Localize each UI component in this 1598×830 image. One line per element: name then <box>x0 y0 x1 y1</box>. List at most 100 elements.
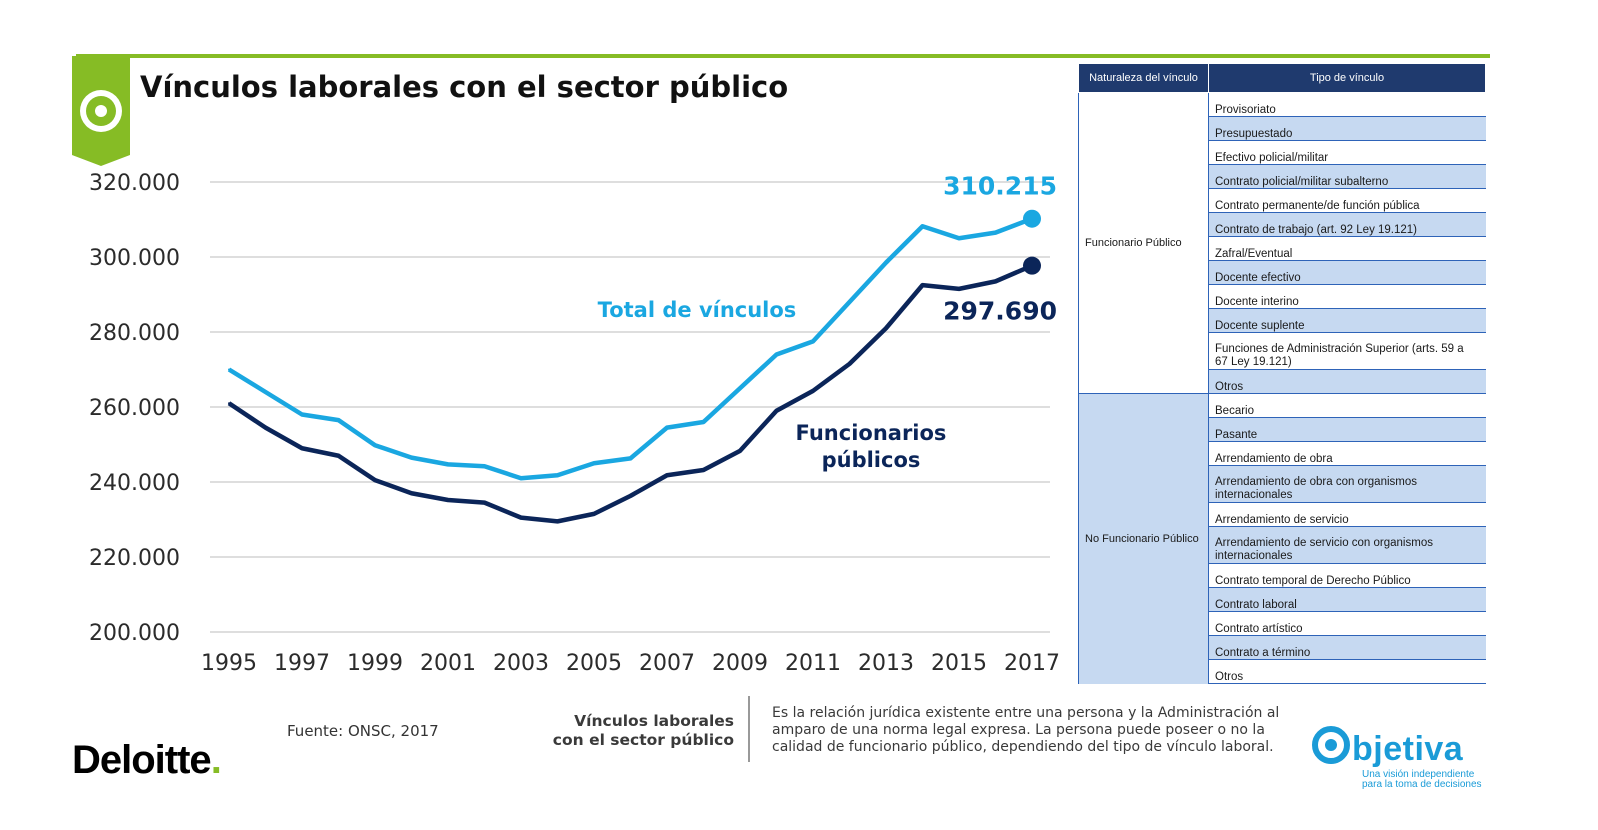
data-point <box>775 353 778 356</box>
y-tick-label: 280.000 <box>89 321 180 346</box>
data-point <box>629 457 632 460</box>
objetiva-tagline-line1: Una visión independiente <box>1362 769 1475 780</box>
vinculo-type-cell: Contrato permanente/de función pública <box>1208 188 1486 213</box>
vinculo-type-cell: Provisoriato <box>1208 92 1486 117</box>
table-row: Contrato temporal de Derecho Público <box>1079 563 1486 588</box>
vinculo-type-cell: Funciones de Administración Superior (ar… <box>1208 332 1486 370</box>
objetiva-tagline-line2: para la toma de decisiones <box>1362 779 1482 790</box>
vinculo-type-cell: Contrato de trabajo (art. 92 Ley 19.121) <box>1208 212 1486 237</box>
definition-divider <box>748 696 750 762</box>
table-row: Docente suplente <box>1079 308 1486 333</box>
table-row: Pasante <box>1079 417 1486 442</box>
data-point <box>739 449 741 452</box>
data-point <box>228 368 230 371</box>
vinculo-type-cell: Presupuestado <box>1208 116 1486 141</box>
data-point <box>337 419 340 422</box>
objetiva-logo: bjetiva Una visión independiente para la… <box>1310 722 1490 794</box>
funcionarios-series-label-line2: públicos <box>822 448 921 472</box>
vinculo-type-cell: Contrato a término <box>1208 635 1486 660</box>
vinculo-type-cell: Contrato policial/militar subalterno <box>1208 164 1486 189</box>
group-cell: Funcionario Público <box>1078 92 1209 394</box>
data-point <box>958 237 960 240</box>
data-point <box>410 456 413 459</box>
table-row: Presupuestado <box>1079 116 1486 141</box>
x-tick-label: 2011 <box>785 651 841 676</box>
table-row: Contrato artístico <box>1079 611 1486 636</box>
data-point <box>739 387 741 390</box>
definition-title-line2: con el sector público <box>552 731 734 749</box>
series-end-point <box>1023 209 1041 228</box>
data-point <box>593 462 595 465</box>
data-point <box>629 494 632 497</box>
data-point <box>228 402 230 405</box>
data-point <box>483 501 486 504</box>
table-row: Contrato policial/militar subalterno <box>1079 164 1486 189</box>
data-point <box>812 340 814 343</box>
vinculo-type-cell: Arrendamiento de servicio <box>1208 502 1486 527</box>
data-point <box>994 231 997 234</box>
data-point <box>848 362 851 365</box>
data-point <box>556 520 559 523</box>
header-naturaleza: Naturaleza del vínculo <box>1078 63 1209 93</box>
y-tick-label: 260.000 <box>89 396 180 421</box>
x-tick-label: 2017 <box>1004 651 1060 676</box>
y-tick-label: 320.000 <box>89 171 180 196</box>
objetiva-tagline: Una visión independiente para la toma de… <box>1362 770 1482 790</box>
x-tick-label: 2007 <box>639 651 695 676</box>
table-row: Arrendamiento de obra con organismos int… <box>1079 465 1486 503</box>
group-cell: No Funcionario Público <box>1078 393 1209 684</box>
end-value-label: 310.215 <box>943 172 1057 201</box>
table-row: Efectivo policial/militar <box>1079 140 1486 165</box>
line-chart: 200.000 220.000 240.000 260.000 280.000 300.0… <box>89 171 1060 676</box>
section-badge <box>72 56 130 166</box>
data-point <box>520 477 522 480</box>
data-point <box>301 413 303 416</box>
data-point <box>593 512 595 515</box>
x-tick-label: 2013 <box>858 651 914 676</box>
data-point <box>848 301 851 303</box>
table-row: Arrendamiento de obra <box>1079 441 1486 466</box>
data-point <box>264 426 267 429</box>
header-tipo: Tipo de vínculo <box>1208 63 1486 93</box>
data-point <box>374 479 376 482</box>
x-tick-label: 2005 <box>566 651 622 676</box>
vinculo-type-cell: Arrendamiento de servicio con organismos… <box>1208 526 1486 564</box>
data-point <box>447 463 449 466</box>
x-tick-label: 2001 <box>420 651 476 676</box>
data-point <box>885 261 887 264</box>
data-point <box>885 327 887 330</box>
deloitte-dot: . <box>210 738 222 782</box>
source-note: Fuente: ONSC, 2017 <box>287 722 439 740</box>
definition-title: Vínculos laborales con el sector público <box>520 712 734 750</box>
aperture-icon <box>80 90 122 132</box>
definition-title-line1: Vínculos laborales <box>574 712 734 730</box>
table-row: Arrendamiento de servicio <box>1079 502 1486 527</box>
vinculo-type-cell: Docente interino <box>1208 284 1486 309</box>
x-tick-label: 2003 <box>493 651 549 676</box>
data-point <box>994 280 997 283</box>
end-value-label: 297.690 <box>943 297 1057 326</box>
data-point <box>812 389 814 392</box>
vinculo-type-cell: Docente efectivo <box>1208 260 1486 285</box>
data-point <box>702 421 705 423</box>
page-title: Vínculos laborales con el sector público <box>140 70 789 104</box>
data-point <box>702 469 705 471</box>
total-series-label: Total de vínculos <box>598 298 797 322</box>
table-row: Arrendamiento de servicio con organismos… <box>1079 526 1486 564</box>
vinculo-type-cell: Becario <box>1208 393 1486 418</box>
table-header-row: Naturaleza del vínculo Tipo de vínculo <box>1078 63 1486 93</box>
data-point <box>958 287 960 290</box>
objetiva-wordmark: bjetiva <box>1352 730 1464 768</box>
data-point <box>775 409 778 412</box>
data-point <box>666 426 668 429</box>
vinculo-type-cell: Docente suplente <box>1208 308 1486 333</box>
table-row: Docente interino <box>1079 284 1486 309</box>
data-point <box>447 499 449 501</box>
y-tick-label: 300.000 <box>89 246 180 271</box>
table-row: Funcionario Público Provisoriato <box>1078 92 1486 394</box>
table-row: Docente efectivo <box>1079 260 1486 285</box>
series-end-point <box>1023 256 1041 275</box>
vinculo-type-cell: Otros <box>1208 659 1486 684</box>
vinculo-type-cell: Zafral/Eventual <box>1208 236 1486 261</box>
data-point <box>264 391 267 393</box>
